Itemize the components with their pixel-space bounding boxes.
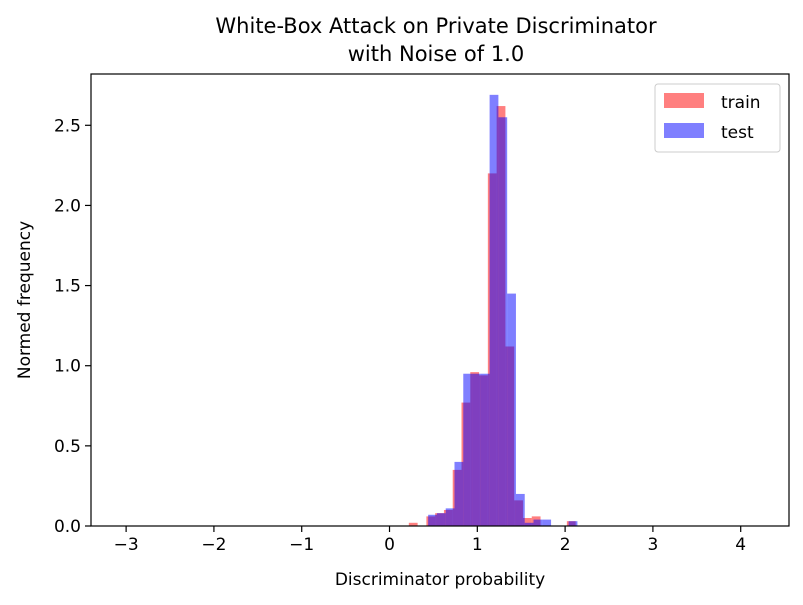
plot-frame — [90, 73, 790, 527]
y-tick-label: 0.0 — [54, 517, 81, 537]
legend-label-train: train — [721, 93, 761, 113]
bar-test-12 — [533, 519, 543, 526]
bar-train-12 — [522, 517, 532, 526]
bar-test-7 — [489, 94, 499, 526]
bars-layer — [408, 94, 578, 526]
bar-test-0 — [428, 514, 437, 526]
bar-test-1 — [436, 513, 446, 526]
bar-test-10 — [515, 493, 525, 526]
x-tick-label: −2 — [201, 535, 226, 555]
y-axis-ticks: 0.0 0.5 1.0 1.5 2.0 2.5 — [54, 116, 91, 537]
bar-test-4 — [463, 373, 473, 526]
chart-title-line-1: White-Box Attack on Private Discriminato… — [215, 14, 657, 38]
x-tick-label: 0 — [384, 535, 395, 555]
chart-title-line-2: with Noise of 1.0 — [348, 42, 524, 66]
bar-test-5 — [472, 373, 481, 526]
x-tick-label: −3 — [114, 535, 139, 555]
legend-swatch-train — [664, 93, 704, 108]
bar-test-2 — [445, 508, 455, 526]
y-tick-label: 1.0 — [54, 357, 81, 377]
bar-test-11 — [524, 522, 534, 526]
bar-test-9 — [507, 293, 516, 526]
x-axis-label: Discriminator probability — [335, 570, 545, 590]
legend: train test — [654, 83, 781, 153]
x-tick-label: 2 — [560, 535, 571, 555]
legend-label-test: test — [721, 123, 754, 143]
y-tick-label: 2.0 — [54, 196, 81, 216]
y-tick-label: 0.5 — [54, 437, 81, 457]
x-tick-label: 4 — [735, 535, 746, 555]
bar-test-6 — [480, 373, 490, 526]
x-tick-label: 1 — [472, 535, 483, 555]
y-tick-label: 1.5 — [54, 277, 81, 297]
bar-test-3 — [454, 461, 464, 526]
bar-train-0 — [408, 522, 418, 526]
bar-test-8 — [498, 117, 508, 526]
x-tick-label: −1 — [289, 535, 314, 555]
bar-test-14 — [568, 521, 578, 526]
x-axis-ticks: −3 −2 −1 0 1 2 3 4 — [114, 526, 746, 555]
y-tick-label: 2.5 — [54, 116, 81, 136]
bar-test-13 — [542, 519, 552, 526]
x-tick-label: 3 — [647, 535, 658, 555]
legend-swatch-test — [664, 123, 704, 138]
y-axis-label: Normed frequency — [15, 221, 35, 379]
